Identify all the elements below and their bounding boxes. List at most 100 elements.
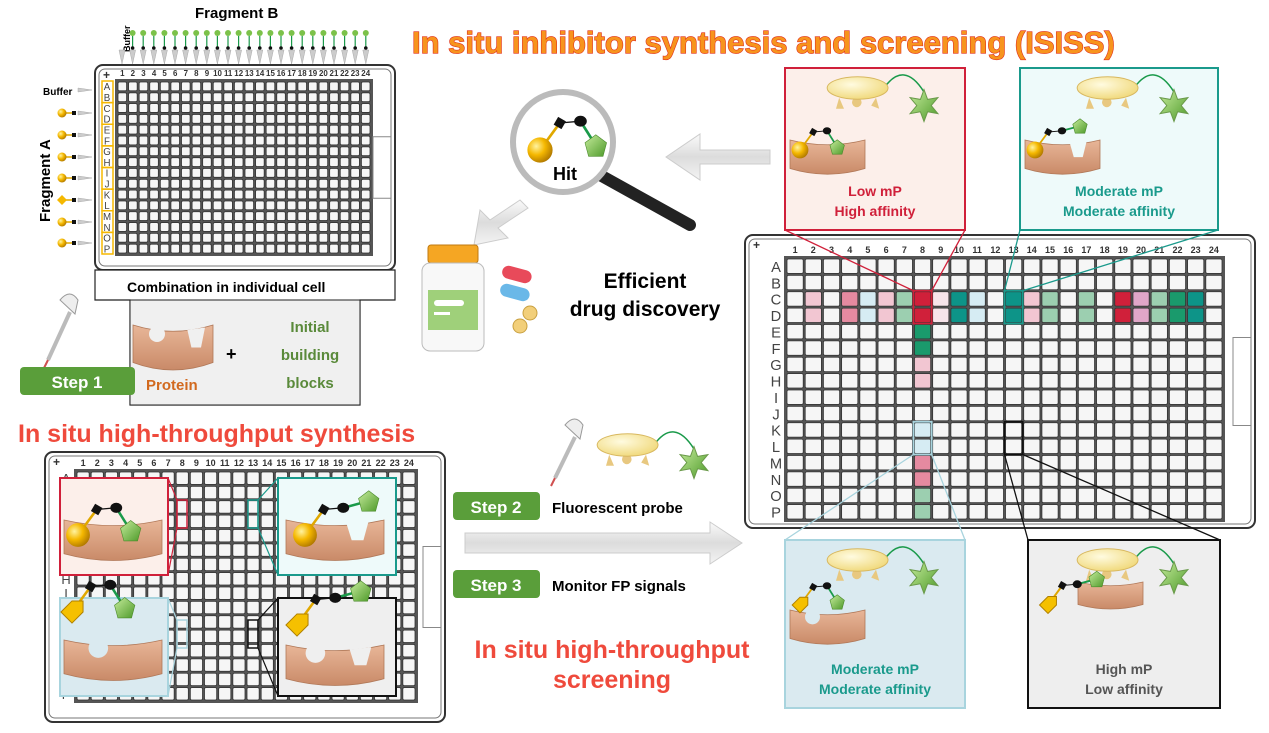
well-C15 [1041, 291, 1059, 307]
well-L13 [1005, 438, 1023, 454]
well-B16 [276, 92, 286, 103]
well-P20 [1132, 504, 1150, 520]
well-L7 [895, 438, 913, 454]
well-F9 [189, 543, 203, 557]
well-M17 [1077, 455, 1095, 471]
fragment-b-head [246, 30, 253, 36]
well-G12 [234, 146, 244, 157]
linker-circle [574, 115, 587, 127]
well-H5 [859, 373, 877, 389]
well-G23 [350, 146, 360, 157]
well-K8 [191, 189, 202, 200]
well-C12 [986, 291, 1004, 307]
synthesis-plate-384: +1 2 3 4 5 6 7 8 9 10 11 12 13 14 15 16 17 18 19 20 21 22 23 24… [94, 64, 396, 271]
well-P17 [286, 243, 297, 254]
well-N12 [232, 658, 246, 672]
well-G15 [1041, 356, 1059, 373]
fragment-b-dot [152, 46, 156, 50]
column-label: 10 [954, 245, 964, 255]
well-H20 [1132, 373, 1150, 389]
well-A3 [138, 81, 149, 92]
fragment-a-diamond [60, 600, 84, 624]
well-H17 [286, 157, 297, 167]
well-F18 [297, 135, 307, 146]
fragment-b-pentagon [829, 594, 845, 610]
well-H11 [968, 373, 986, 389]
well-B8 [175, 485, 189, 500]
well-P8 [191, 243, 202, 254]
well-M16 [1059, 455, 1077, 471]
lightblue-inset-line-1: Moderate mP [831, 661, 919, 677]
row-label: J [105, 180, 110, 191]
well-C24 [1205, 291, 1223, 307]
row-label: I [64, 586, 68, 601]
well-L19 [1114, 438, 1132, 454]
well-N6 [170, 222, 180, 232]
well-I21 [1150, 389, 1168, 405]
well-L14 [260, 629, 274, 643]
fragment-b-pentagon [350, 580, 372, 602]
linker-circle [822, 127, 832, 135]
well-N19 [308, 222, 318, 232]
well-G9 [932, 356, 950, 373]
well-P4 [841, 504, 859, 520]
well-O18 [297, 232, 307, 243]
well-P8 [914, 504, 932, 520]
linker-square [317, 503, 330, 516]
black-callout-line [1022, 453, 1221, 541]
well-L8 [914, 438, 932, 454]
well-N8 [191, 222, 202, 232]
well-H1 [786, 373, 804, 389]
well-D16 [1059, 307, 1077, 323]
well-P22 [339, 243, 350, 254]
column-label: 18 [319, 458, 329, 468]
well-J11 [968, 405, 986, 422]
well-D20 [318, 114, 329, 124]
well-C13 [244, 103, 254, 113]
well-F21 [1150, 340, 1168, 356]
fragment-b-head [288, 30, 295, 36]
well-G9 [189, 557, 203, 572]
well-K24 [1205, 422, 1223, 438]
well-D3 [138, 114, 149, 124]
well-G9 [202, 146, 212, 157]
well-N1 [117, 222, 127, 232]
column-label: 2 [95, 458, 100, 468]
well-G17 [286, 146, 297, 157]
well-B6 [170, 92, 180, 103]
well-G18 [1096, 356, 1114, 373]
column-label: 23 [390, 458, 400, 468]
row-label: D [771, 309, 782, 325]
well-E11 [968, 324, 986, 340]
column-label: 11 [224, 69, 233, 78]
probe-foot [1086, 97, 1094, 109]
well-N23 [1187, 471, 1205, 487]
well-B14 [255, 92, 265, 103]
column-label: 6 [884, 245, 889, 255]
column-label: 19 [308, 69, 317, 78]
well-P3 [823, 504, 841, 520]
well-O10 [212, 232, 223, 243]
well-B5 [859, 274, 877, 291]
well-I9 [932, 389, 950, 405]
column-label: 10 [206, 458, 216, 468]
well-K18 [1096, 422, 1114, 438]
well-G4 [841, 356, 859, 373]
fragment-b-dot [342, 46, 347, 50]
well-J14 [260, 600, 274, 615]
fragment-a-head [57, 195, 67, 205]
well-B14 [260, 485, 274, 500]
well-H15 [1041, 373, 1059, 389]
fragment-b-head [140, 30, 147, 36]
well-E3 [138, 124, 149, 135]
well-H12 [232, 572, 246, 586]
well-N12 [986, 471, 1004, 487]
well-I11 [968, 389, 986, 405]
well-J14 [255, 178, 265, 189]
well-B9 [932, 274, 950, 291]
fragment-b-dot [353, 46, 358, 50]
well-O1 [786, 487, 804, 504]
pipette-tip [77, 110, 93, 116]
well-P19 [308, 243, 318, 254]
well-P18 [297, 243, 307, 254]
